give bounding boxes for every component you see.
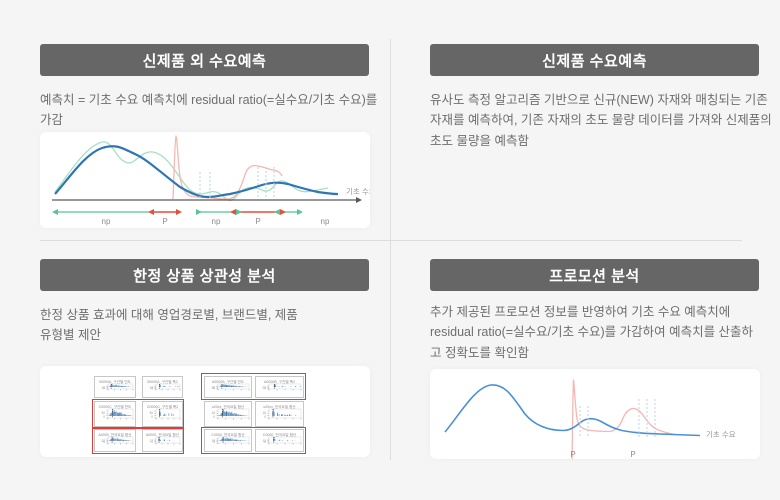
- svg-text:0: 0: [151, 386, 153, 390]
- svg-text:0: 0: [213, 440, 215, 444]
- svg-text:0: 0: [151, 415, 153, 419]
- svg-text:C0000_전국요일 합산: C0000_전국요일 합산: [263, 432, 297, 437]
- svg-text:00000A_구간별 폭2: 00000A_구간별 폭2: [147, 379, 178, 384]
- svg-text:0: 0: [264, 440, 266, 444]
- svg-text:0: 0: [264, 415, 266, 419]
- svg-text:0: 0: [104, 415, 106, 419]
- svg-text:00000A_구간별 빈도: 00000A_구간별 빈도: [99, 379, 132, 384]
- svg-text:0: 0: [264, 386, 266, 390]
- svg-text:P: P: [570, 450, 575, 459]
- svg-text:A0000B_구간별 빈도: A0000B_구간별 빈도: [212, 379, 245, 384]
- svg-text:P: P: [630, 450, 635, 459]
- svg-text:기초 수요: 기초 수요: [706, 430, 736, 439]
- svg-text:A0000_전국요일 합산: A0000_전국요일 합산: [99, 432, 133, 437]
- svg-text:A0000B_구간별 폭2: A0000B_구간별 폭2: [264, 379, 295, 384]
- svg-text:o20xx_전국요일 합산: o20xx_전국요일 합산: [211, 404, 244, 409]
- svg-text:0: 0: [151, 440, 153, 444]
- svg-text:C0000_전국요일 합산: C0000_전국요일 합산: [211, 432, 245, 437]
- svg-text:0: 0: [213, 386, 215, 390]
- svg-text:o20xx_전국요일 합산: o20xx_전국요일 합산: [263, 404, 296, 409]
- svg-text:A0000_전국요일 합산: A0000_전국요일 합산: [145, 432, 179, 437]
- svg-text:np: np: [102, 217, 111, 226]
- svg-text:P: P: [162, 217, 167, 226]
- svg-text:0: 0: [104, 440, 106, 444]
- svg-text:np: np: [212, 217, 221, 226]
- svg-text:0: 0: [104, 386, 106, 390]
- svg-text:C0000C_구간별 폭2: C0000C_구간별 폭2: [146, 404, 177, 409]
- svg-text:np: np: [321, 217, 330, 226]
- svg-text:P: P: [255, 217, 260, 226]
- svg-text:0: 0: [213, 415, 215, 419]
- svg-text:C0000C_구간별 빈도: C0000C_구간별 빈도: [99, 404, 132, 409]
